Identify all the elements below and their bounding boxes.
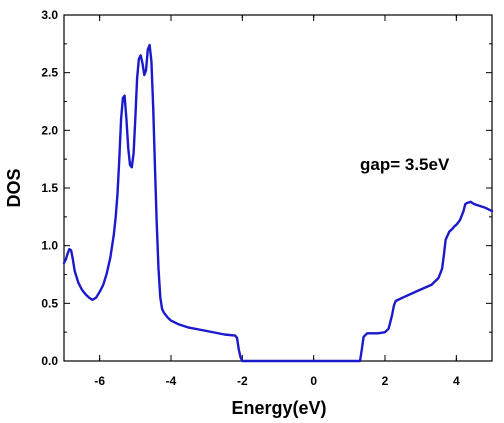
x-tick-label: -4: [166, 374, 177, 388]
axis-ticks: [64, 14, 492, 362]
x-axis-title: Energy(eV): [231, 398, 326, 418]
x-tick-label: 0: [310, 374, 317, 388]
gap-annotation: gap= 3.5eV: [360, 155, 450, 174]
y-tick-labels: 0.0 0.5 1.0 1.5 2.0 2.5 3.0: [41, 8, 58, 368]
x-tick-label: 4: [453, 374, 460, 388]
y-tick-label: 0.5: [41, 296, 58, 310]
x-tick-label: -2: [237, 374, 248, 388]
dos-series-line: [62, 43, 494, 363]
y-tick-label: 1.5: [41, 181, 58, 195]
y-tick-label: 2.5: [41, 66, 58, 80]
x-tick-label: 2: [382, 374, 389, 388]
y-tick-label: 2.0: [41, 123, 58, 137]
y-axis-title: DOS: [4, 168, 24, 207]
plot-frame: [63, 14, 493, 362]
plot-border: [63, 14, 493, 362]
x-tick-label: -6: [94, 374, 105, 388]
x-tick-labels: -6 -4 -2 0 2 4: [94, 374, 460, 388]
y-tick-label: 1.0: [41, 239, 58, 253]
y-tick-label: 3.0: [41, 8, 58, 22]
series-group: [62, 43, 494, 363]
y-tick-label: 0.0: [41, 354, 58, 368]
